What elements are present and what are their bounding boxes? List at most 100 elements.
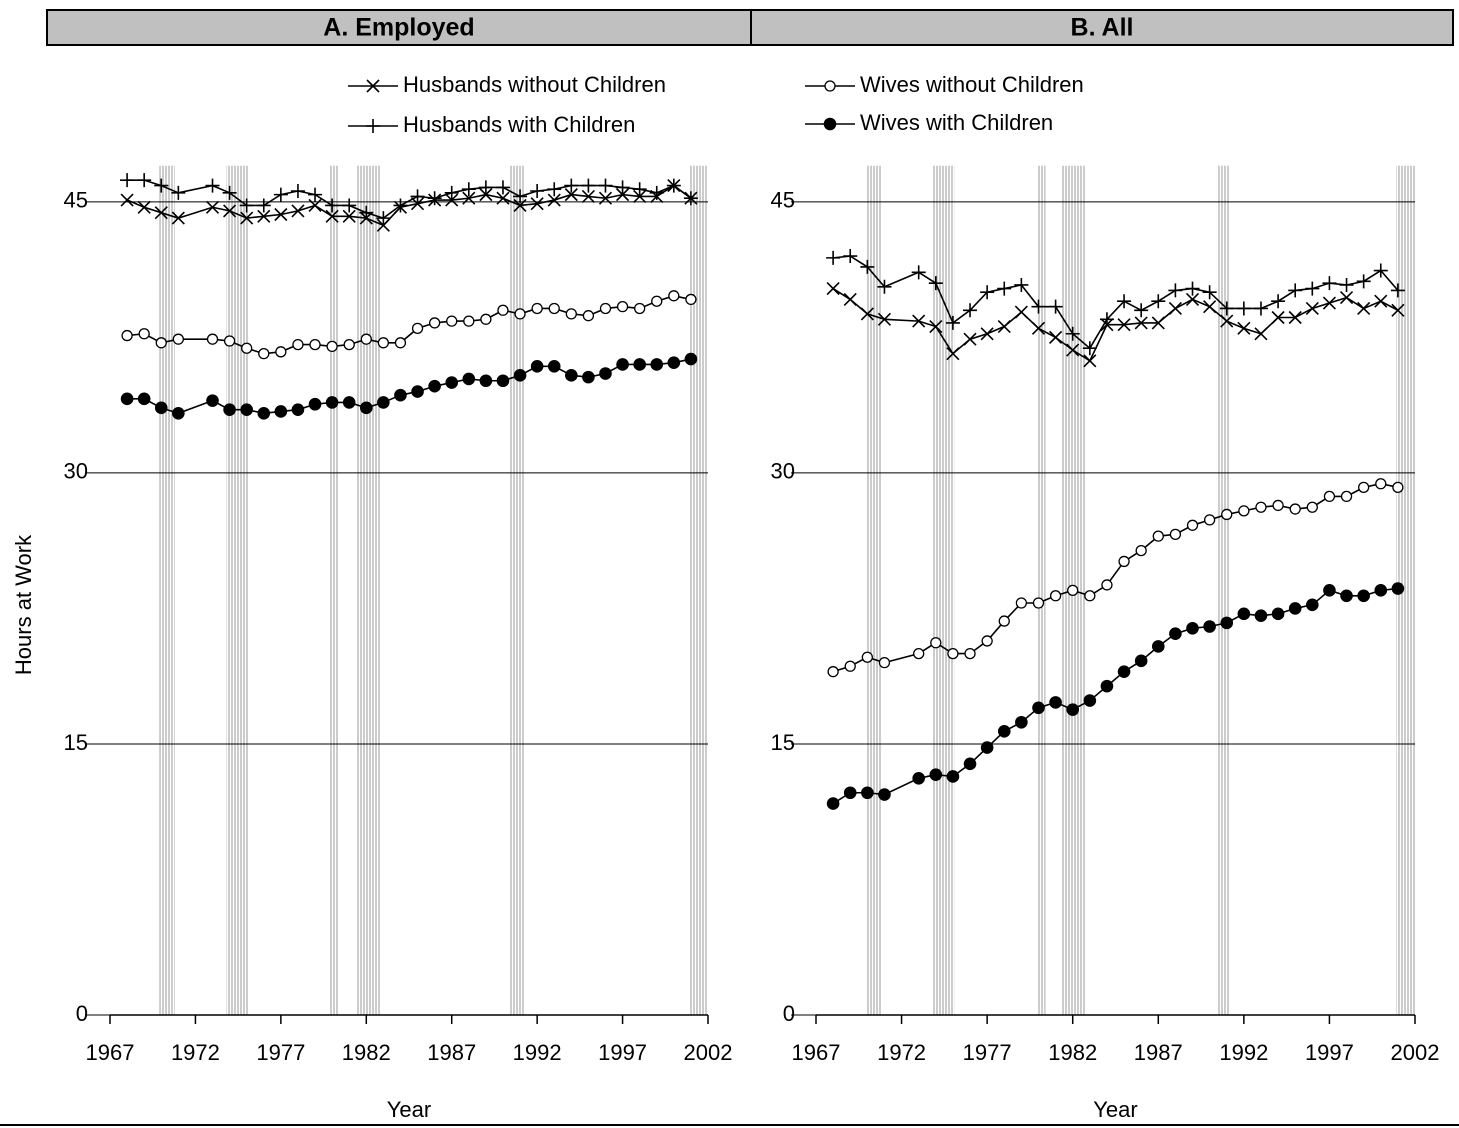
marker — [877, 279, 892, 294]
marker — [1032, 701, 1045, 715]
marker — [495, 180, 510, 195]
marker — [1014, 277, 1029, 292]
marker — [172, 333, 184, 345]
marker — [428, 379, 441, 393]
marker — [633, 358, 646, 371]
marker — [1185, 292, 1200, 306]
marker — [565, 308, 577, 320]
marker — [981, 635, 993, 647]
marker — [154, 206, 168, 220]
marker — [860, 259, 875, 274]
marker — [359, 401, 373, 415]
marker — [410, 189, 425, 204]
marker — [377, 337, 390, 349]
x-tick-label: 1982 — [342, 1040, 391, 1065]
marker — [945, 315, 960, 330]
marker — [683, 191, 698, 206]
marker — [930, 637, 942, 649]
marker — [427, 191, 442, 206]
marker — [478, 180, 493, 195]
marker — [513, 198, 527, 213]
marker — [997, 725, 1011, 738]
y-tick-label: 15 — [64, 730, 88, 755]
legend-label: Wives without Children — [860, 72, 1084, 97]
marker — [1322, 296, 1336, 310]
x-tick-label: 1987 — [427, 1040, 476, 1065]
marker — [359, 205, 374, 220]
marker — [1306, 598, 1319, 612]
marker — [1066, 343, 1080, 357]
marker — [308, 198, 322, 213]
marker — [547, 193, 561, 207]
legend-label: Husbands with Children — [403, 112, 635, 137]
marker — [963, 303, 978, 318]
marker — [1271, 607, 1285, 621]
marker — [171, 211, 185, 225]
marker — [1066, 703, 1080, 716]
marker — [342, 198, 357, 213]
marker — [1169, 627, 1182, 641]
panel-title: A. Employed — [323, 14, 474, 42]
marker — [564, 178, 579, 193]
marker — [1084, 590, 1096, 602]
marker — [632, 182, 647, 197]
marker — [308, 397, 322, 411]
marker — [843, 786, 857, 800]
marker — [1340, 490, 1353, 503]
marker — [1288, 310, 1302, 325]
marker — [1083, 354, 1097, 368]
marker — [1134, 654, 1148, 668]
y-tick-label: 45 — [64, 188, 88, 213]
marker — [497, 304, 509, 316]
recession-band — [509, 165, 524, 1015]
recession-band — [159, 165, 175, 1015]
marker — [823, 117, 837, 131]
marker — [137, 200, 151, 214]
marker — [1135, 544, 1147, 557]
marker — [844, 660, 856, 672]
marker — [1289, 503, 1301, 515]
marker — [928, 276, 943, 291]
marker — [394, 337, 407, 349]
marker — [634, 302, 646, 315]
marker — [1083, 694, 1097, 707]
marker — [826, 797, 840, 810]
marker — [1048, 299, 1063, 314]
marker — [290, 184, 305, 199]
marker — [946, 770, 960, 783]
y-tick-label: 30 — [64, 459, 88, 484]
marker — [1253, 301, 1268, 316]
marker — [513, 369, 527, 382]
marker — [343, 338, 355, 351]
marker — [997, 281, 1012, 296]
marker — [137, 392, 151, 406]
recession-band — [226, 165, 249, 1015]
marker — [1238, 505, 1250, 517]
marker — [445, 376, 459, 389]
marker — [1254, 609, 1268, 622]
marker — [1117, 318, 1131, 332]
marker — [1031, 321, 1046, 335]
marker — [616, 301, 629, 313]
marker — [1118, 555, 1130, 568]
marker — [650, 358, 664, 371]
marker — [411, 322, 424, 334]
x-tick-label: 1972 — [877, 1040, 926, 1065]
marker — [1082, 341, 1097, 356]
marker — [273, 187, 288, 202]
marker — [1323, 584, 1336, 597]
marker — [1340, 589, 1353, 603]
marker — [120, 193, 134, 207]
marker — [878, 788, 891, 801]
x-tick-label: 1982 — [1048, 1040, 1097, 1065]
marker — [1288, 602, 1302, 615]
marker — [325, 396, 339, 409]
marker — [1152, 530, 1164, 542]
marker — [258, 347, 270, 360]
legend-label: Wives with Children — [860, 110, 1053, 135]
legend-item: Husbands without Children — [348, 72, 666, 97]
marker — [1236, 301, 1251, 316]
y-axis-label: Hours at Work — [11, 534, 36, 675]
marker — [1151, 316, 1165, 330]
x-tick-label: 1977 — [963, 1040, 1012, 1065]
